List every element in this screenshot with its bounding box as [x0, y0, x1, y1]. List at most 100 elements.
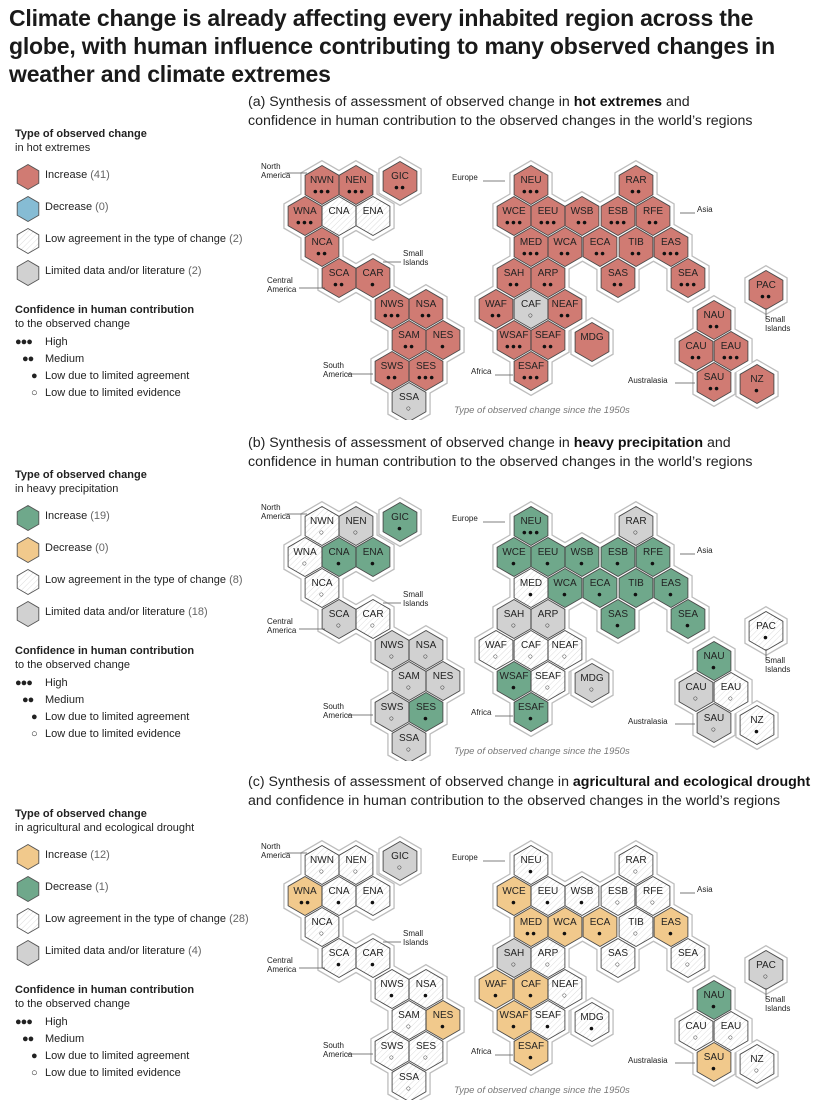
region-code-label: CAR [362, 948, 383, 959]
region-code-label: ENA [363, 886, 384, 897]
region-neu: NEU● [513, 844, 549, 886]
legend-hex-icon [16, 536, 40, 564]
confidence-label: Low due to limited evidence [45, 728, 181, 740]
region-code-label: CNA [328, 206, 349, 217]
region-hex [547, 226, 583, 268]
region-ses: SES○ [408, 1030, 444, 1072]
region-code-label: SAH [504, 948, 525, 959]
confidence-marker: ●● [559, 248, 571, 258]
region-rar: RAR○ [618, 844, 654, 886]
region-hex [582, 567, 618, 609]
region-arp: ARP●● [530, 257, 566, 299]
panel-heading: (a) Synthesis of assessment of observed … [248, 93, 833, 131]
region-hex [678, 1010, 714, 1052]
continent-label-text: Africa [471, 708, 492, 717]
region-nen: NEN○ [338, 844, 374, 886]
region-hex [355, 937, 391, 979]
region-seaf: SEAF○ [530, 660, 566, 702]
continent-label-text: Asia [697, 205, 713, 214]
legend-label-text: Increase [45, 510, 91, 522]
confidence-marker: ●●● [522, 248, 540, 258]
continent-label-text: Europe [452, 173, 478, 182]
confidence-label: Medium [45, 353, 85, 365]
region-esaf: ESAF● [513, 691, 549, 733]
region-code-label: NZ [750, 374, 763, 385]
confidence-dots-icon: ● [31, 370, 38, 382]
region-code-label: SCA [329, 268, 350, 279]
continent-label-text: America [261, 851, 291, 860]
region-code-label: SEA [678, 948, 698, 959]
confidence-marker: ○ [711, 724, 717, 734]
continent-label-asia: Asia [680, 205, 713, 214]
confidence-marker: ●● [559, 310, 571, 320]
region-esb: ESB●●● [600, 195, 636, 237]
region-nau: NAU● [696, 640, 732, 682]
region-code-label: SAU [704, 372, 725, 383]
confidence-label: Low due to limited evidence [45, 1067, 181, 1079]
region-code-label: CAF [521, 299, 541, 310]
region-arp: ARP○ [530, 937, 566, 979]
region-hex [739, 363, 775, 405]
legend-label-text: Limited data and/or literature [45, 606, 189, 618]
legend-item-label: Decrease (1) [45, 881, 109, 893]
region-code-label: ESAF [518, 702, 544, 713]
confidence-legend-subtitle: to the observed change [15, 318, 130, 330]
region-med: MED●●● [513, 226, 549, 268]
region-hex [713, 1010, 749, 1052]
region-hex [574, 662, 610, 704]
continent-label-africa: Africa [471, 1047, 513, 1056]
continent-label-europe: Europe [452, 853, 505, 862]
region-code-label: TIB [628, 578, 644, 589]
region-gic: GIC● [382, 501, 418, 543]
region-hex [653, 906, 689, 948]
region-ena: ENA [355, 195, 391, 237]
confidence-dots-icon: ● [31, 1050, 38, 1062]
region-code-label: WCA [553, 237, 577, 248]
legend-count: (8) [229, 574, 243, 586]
region-hex [513, 844, 549, 886]
region-code-label: ARP [538, 268, 559, 279]
continent-label-text: America [323, 1050, 353, 1059]
legend-item-i: Increase (12) [15, 841, 251, 873]
legend-count: (19) [90, 510, 110, 522]
confidence-marker: ○ [693, 693, 699, 703]
region-code-label: ENA [363, 206, 384, 217]
main-title: Climate change is already affecting ever… [9, 5, 775, 87]
region-eau: EAU○ [713, 671, 749, 713]
region-code-label: SAM [398, 330, 420, 341]
region-hex [338, 844, 374, 886]
region-hex [670, 937, 706, 979]
legend-hex-icon [16, 600, 40, 628]
continent-label-text: Islands [765, 1004, 790, 1013]
legend-count: (18) [188, 606, 208, 618]
region-code-label: SWS [381, 361, 404, 372]
region-nes: NES● [425, 999, 461, 1041]
region-esaf: ESAF● [513, 1030, 549, 1072]
confidence-marker: ● [440, 1021, 446, 1031]
legend-item-d: Decrease (0) [15, 534, 251, 566]
panel-b: (b) Synthesis of assessment of observed … [0, 434, 835, 764]
region-code-label: SSA [399, 1072, 419, 1083]
confidence-label: High [45, 677, 68, 689]
region-hex [530, 319, 566, 361]
region-cau: CAU○ [678, 1010, 714, 1052]
region-eas: EAS● [653, 906, 689, 948]
footnote: Type of observed change since the 1950s [454, 746, 630, 757]
confidence-marker: ● [423, 713, 429, 723]
region-wca: WCA●● [547, 226, 583, 268]
region-seaf: SEAF● [530, 999, 566, 1041]
confidence-marker: ● [511, 558, 517, 568]
region-code-label: WSB [571, 547, 594, 558]
region-code-label: WSB [571, 206, 594, 217]
confidence-marker: ● [562, 928, 568, 938]
confidence-marker: ●● [420, 310, 432, 320]
continent-label-text: Small [765, 656, 785, 665]
region-cna: CNA● [321, 536, 357, 578]
confidence-marker: ● [711, 662, 717, 672]
region-hex [478, 288, 514, 330]
legend-hex-icon [16, 939, 40, 967]
region-sau: SAU● [696, 1041, 732, 1083]
